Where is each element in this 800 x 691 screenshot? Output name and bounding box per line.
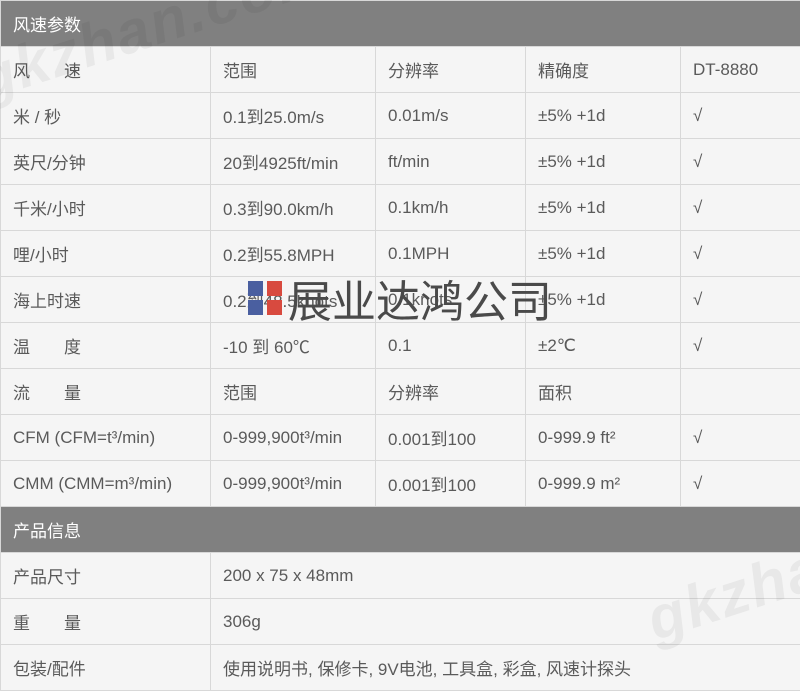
size-label: 产品尺寸 [1, 553, 211, 599]
cell-unit: 海上时速 [1, 277, 211, 323]
cell-check: √ [681, 139, 800, 185]
col-range: 范围 [211, 369, 376, 415]
spec-table: 风速参数 风 速 范围 分辨率 精确度 DT-8880 米 / 秒 0.1到25… [0, 0, 800, 691]
cell-acc: ±5% +1d [526, 93, 681, 139]
cell-check: √ [681, 277, 800, 323]
header-row: 风 速 范围 分辨率 精确度 DT-8880 [1, 47, 800, 93]
cell-range: 0.3到90.0km/h [211, 185, 376, 231]
cell-empty [681, 369, 800, 415]
cell-res: 0.1 [376, 323, 526, 369]
col-resolution: 分辨率 [376, 369, 526, 415]
section-product-info: 产品信息 [1, 507, 800, 553]
cell-unit: CFM (CFM=t³/min) [1, 415, 211, 461]
col-resolution: 分辨率 [376, 47, 526, 93]
cell-res: ft/min [376, 139, 526, 185]
cell-res: 0.1MPH [376, 231, 526, 277]
table-row: 米 / 秒 0.1到25.0m/s 0.01m/s ±5% +1d √ [1, 93, 800, 139]
pack-label: 包装/配件 [1, 645, 211, 691]
cell-check: √ [681, 231, 800, 277]
cell-range: -10 到 60℃ [211, 323, 376, 369]
cell-acc: ±5% +1d [526, 139, 681, 185]
cell-unit: 英尺/分钟 [1, 139, 211, 185]
cell-range: 20到4925ft/min [211, 139, 376, 185]
cell-acc: 0-999.9 ft² [526, 415, 681, 461]
temp-row: 温 度 -10 到 60℃ 0.1 ±2℃ √ [1, 323, 800, 369]
cell-unit: CMM (CMM=m³/min) [1, 461, 211, 507]
col-model: DT-8880 [681, 47, 800, 93]
col-speed: 风 速 [1, 47, 211, 93]
section-wind-params: 风速参数 [1, 1, 800, 47]
cell-range: 0.2到48.5knots [211, 277, 376, 323]
cell-check: √ [681, 93, 800, 139]
weight-label: 重 量 [1, 599, 211, 645]
cell-check: √ [681, 185, 800, 231]
section-title: 产品信息 [1, 507, 800, 553]
cell-range: 0-999,900t³/min [211, 461, 376, 507]
cell-unit: 哩/小时 [1, 231, 211, 277]
cell-check: √ [681, 461, 800, 507]
cell-res: 0.001到100 [376, 415, 526, 461]
table-row: 哩/小时 0.2到55.8MPH 0.1MPH ±5% +1d √ [1, 231, 800, 277]
product-row: 包装/配件 使用说明书, 保修卡, 9V电池, 工具盒, 彩盒, 风速计探头 [1, 645, 800, 691]
cell-range: 0.1到25.0m/s [211, 93, 376, 139]
cell-res: 0.01m/s [376, 93, 526, 139]
cell-acc: ±5% +1d [526, 185, 681, 231]
section-title: 风速参数 [1, 1, 800, 47]
cell-unit: 米 / 秒 [1, 93, 211, 139]
col-temp: 温 度 [1, 323, 211, 369]
cell-check: √ [681, 415, 800, 461]
col-range: 范围 [211, 47, 376, 93]
table-row: 英尺/分钟 20到4925ft/min ft/min ±5% +1d √ [1, 139, 800, 185]
weight-value: 306g [211, 599, 800, 645]
cell-acc: ±2℃ [526, 323, 681, 369]
cell-acc: 0-999.9 m² [526, 461, 681, 507]
table-row: CFM (CFM=t³/min) 0-999,900t³/min 0.001到1… [1, 415, 800, 461]
col-area: 面积 [526, 369, 681, 415]
cell-range: 0.2到55.8MPH [211, 231, 376, 277]
cell-res: 0.001到100 [376, 461, 526, 507]
cell-res: 0.1knots [376, 277, 526, 323]
cell-unit: 千米/小时 [1, 185, 211, 231]
col-accuracy: 精确度 [526, 47, 681, 93]
product-row: 重 量 306g [1, 599, 800, 645]
flow-header-row: 流 量 范围 分辨率 面积 [1, 369, 800, 415]
cell-acc: ±5% +1d [526, 231, 681, 277]
table-row: 海上时速 0.2到48.5knots 0.1knots ±5% +1d √ [1, 277, 800, 323]
cell-range: 0-999,900t³/min [211, 415, 376, 461]
size-value: 200 x 75 x 48mm [211, 553, 800, 599]
table-row: 千米/小时 0.3到90.0km/h 0.1km/h ±5% +1d √ [1, 185, 800, 231]
table-row: CMM (CMM=m³/min) 0-999,900t³/min 0.001到1… [1, 461, 800, 507]
cell-res: 0.1km/h [376, 185, 526, 231]
cell-acc: ±5% +1d [526, 277, 681, 323]
col-flow: 流 量 [1, 369, 211, 415]
product-row: 产品尺寸 200 x 75 x 48mm [1, 553, 800, 599]
cell-check: √ [681, 323, 800, 369]
pack-value: 使用说明书, 保修卡, 9V电池, 工具盒, 彩盒, 风速计探头 [211, 645, 800, 691]
